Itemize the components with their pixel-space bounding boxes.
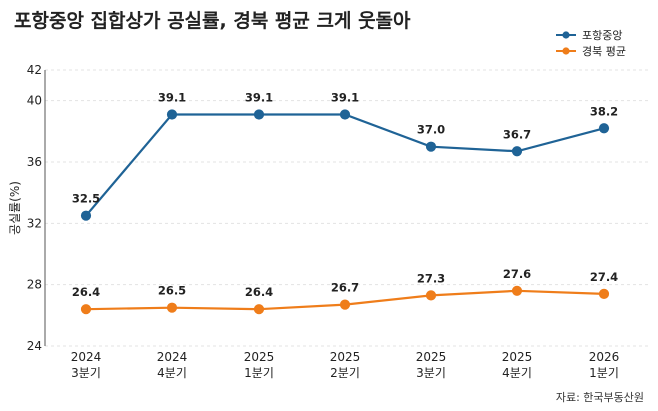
data-label: 26.7 (331, 281, 359, 295)
data-point (425, 290, 437, 301)
y-tick-label: 28 (27, 278, 42, 292)
x-tick-label: 3분기 (416, 366, 446, 380)
y-tick-label: 36 (27, 155, 42, 169)
y-tick-label: 42 (27, 63, 42, 77)
data-point (166, 109, 178, 120)
data-label: 39.1 (158, 90, 186, 104)
y-tick-label: 40 (27, 94, 42, 108)
data-point (339, 109, 351, 120)
x-tick-label: 2024 (157, 350, 188, 364)
legend-label: 포항중앙 (582, 29, 622, 42)
data-point (80, 304, 92, 315)
data-point (598, 288, 610, 299)
y-tick-label: 32 (27, 216, 42, 230)
data-label: 26.4 (245, 285, 273, 299)
data-label: 39.1 (331, 90, 359, 104)
data-label: 26.5 (158, 284, 186, 298)
legend-swatch-marker (562, 47, 570, 55)
x-tick-label: 2025 (330, 350, 361, 364)
y-tick-label: 24 (27, 339, 42, 353)
data-label: 32.5 (72, 192, 100, 206)
x-tick-label: 2026 (589, 350, 620, 364)
x-tick-label: 1분기 (244, 366, 274, 380)
x-tick-label: 3분기 (71, 366, 101, 380)
data-point (598, 123, 610, 134)
x-tick-label: 1분기 (589, 366, 619, 380)
data-point (511, 146, 523, 157)
data-point (425, 141, 437, 152)
legend-swatch-marker (562, 31, 570, 39)
x-tick-label: 2024 (71, 350, 102, 364)
x-tick-label: 2025 (244, 350, 275, 364)
data-label: 27.6 (503, 267, 531, 281)
data-point (339, 299, 351, 310)
data-label: 27.4 (590, 270, 618, 284)
data-label: 36.7 (503, 127, 531, 141)
chart-title: 포항중앙 집합상가 공실률, 경북 평균 크게 웃돌아 (14, 10, 411, 32)
x-tick-label: 4분기 (502, 366, 532, 380)
source-note: 자료: 한국부동산원 (555, 391, 644, 404)
data-point (80, 210, 92, 221)
legend-label: 경북 평균 (582, 45, 626, 58)
data-label: 26.4 (72, 285, 100, 299)
x-tick-label: 2분기 (330, 366, 360, 380)
x-tick-label: 4분기 (157, 366, 187, 380)
data-point (253, 109, 265, 120)
data-point (253, 304, 265, 315)
x-tick-label: 2025 (416, 350, 447, 364)
data-label: 27.3 (417, 271, 445, 285)
data-label: 39.1 (245, 90, 273, 104)
data-point (511, 285, 523, 296)
data-point (166, 302, 178, 313)
x-tick-label: 2025 (502, 350, 533, 364)
data-label: 38.2 (590, 104, 618, 118)
data-label: 37.0 (417, 123, 445, 137)
y-axis-label: 공실률(%) (8, 181, 22, 235)
